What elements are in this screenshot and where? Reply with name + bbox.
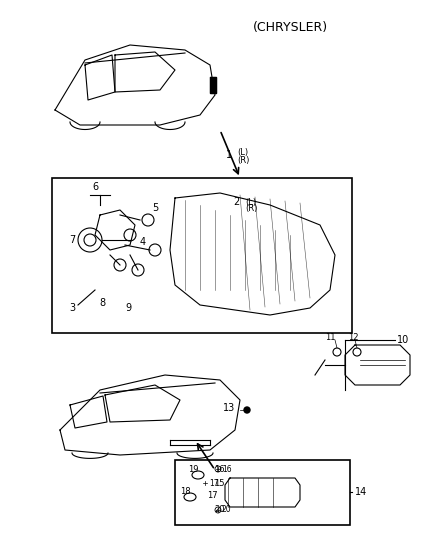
Text: 1: 1 [226,150,232,160]
Text: 16: 16 [214,465,225,474]
Text: (R): (R) [237,156,249,165]
Text: 6: 6 [92,182,98,192]
Bar [52,178,352,333]
Circle shape [244,407,250,413]
Text: 14: 14 [355,487,367,497]
Polygon shape [210,77,216,93]
Text: (CHRYSLER): (CHRYSLER) [252,21,328,35]
Text: 5: 5 [152,203,158,213]
Bar [175,460,350,525]
Text: 4: 4 [140,237,146,247]
Text: 11: 11 [325,334,335,343]
Text: 19: 19 [188,465,198,474]
Text: 12: 12 [348,334,358,343]
Text: 2: 2 [234,197,240,207]
Text: (L): (L) [245,198,256,206]
Text: 10: 10 [397,335,409,345]
Text: (R): (R) [245,205,258,214]
Text: (L): (L) [237,148,248,157]
Text: 13: 13 [223,403,235,413]
Text: 16: 16 [222,464,232,473]
Text: 8: 8 [99,298,105,308]
Text: 7: 7 [69,235,75,245]
Text: 9: 9 [125,303,131,313]
Text: 17: 17 [207,490,218,499]
Text: 20: 20 [214,505,225,514]
Text: 17: 17 [209,479,219,488]
Text: 18: 18 [180,488,191,497]
Text: 15: 15 [214,479,225,488]
Text: 3: 3 [69,303,75,313]
Text: 20: 20 [222,505,232,514]
